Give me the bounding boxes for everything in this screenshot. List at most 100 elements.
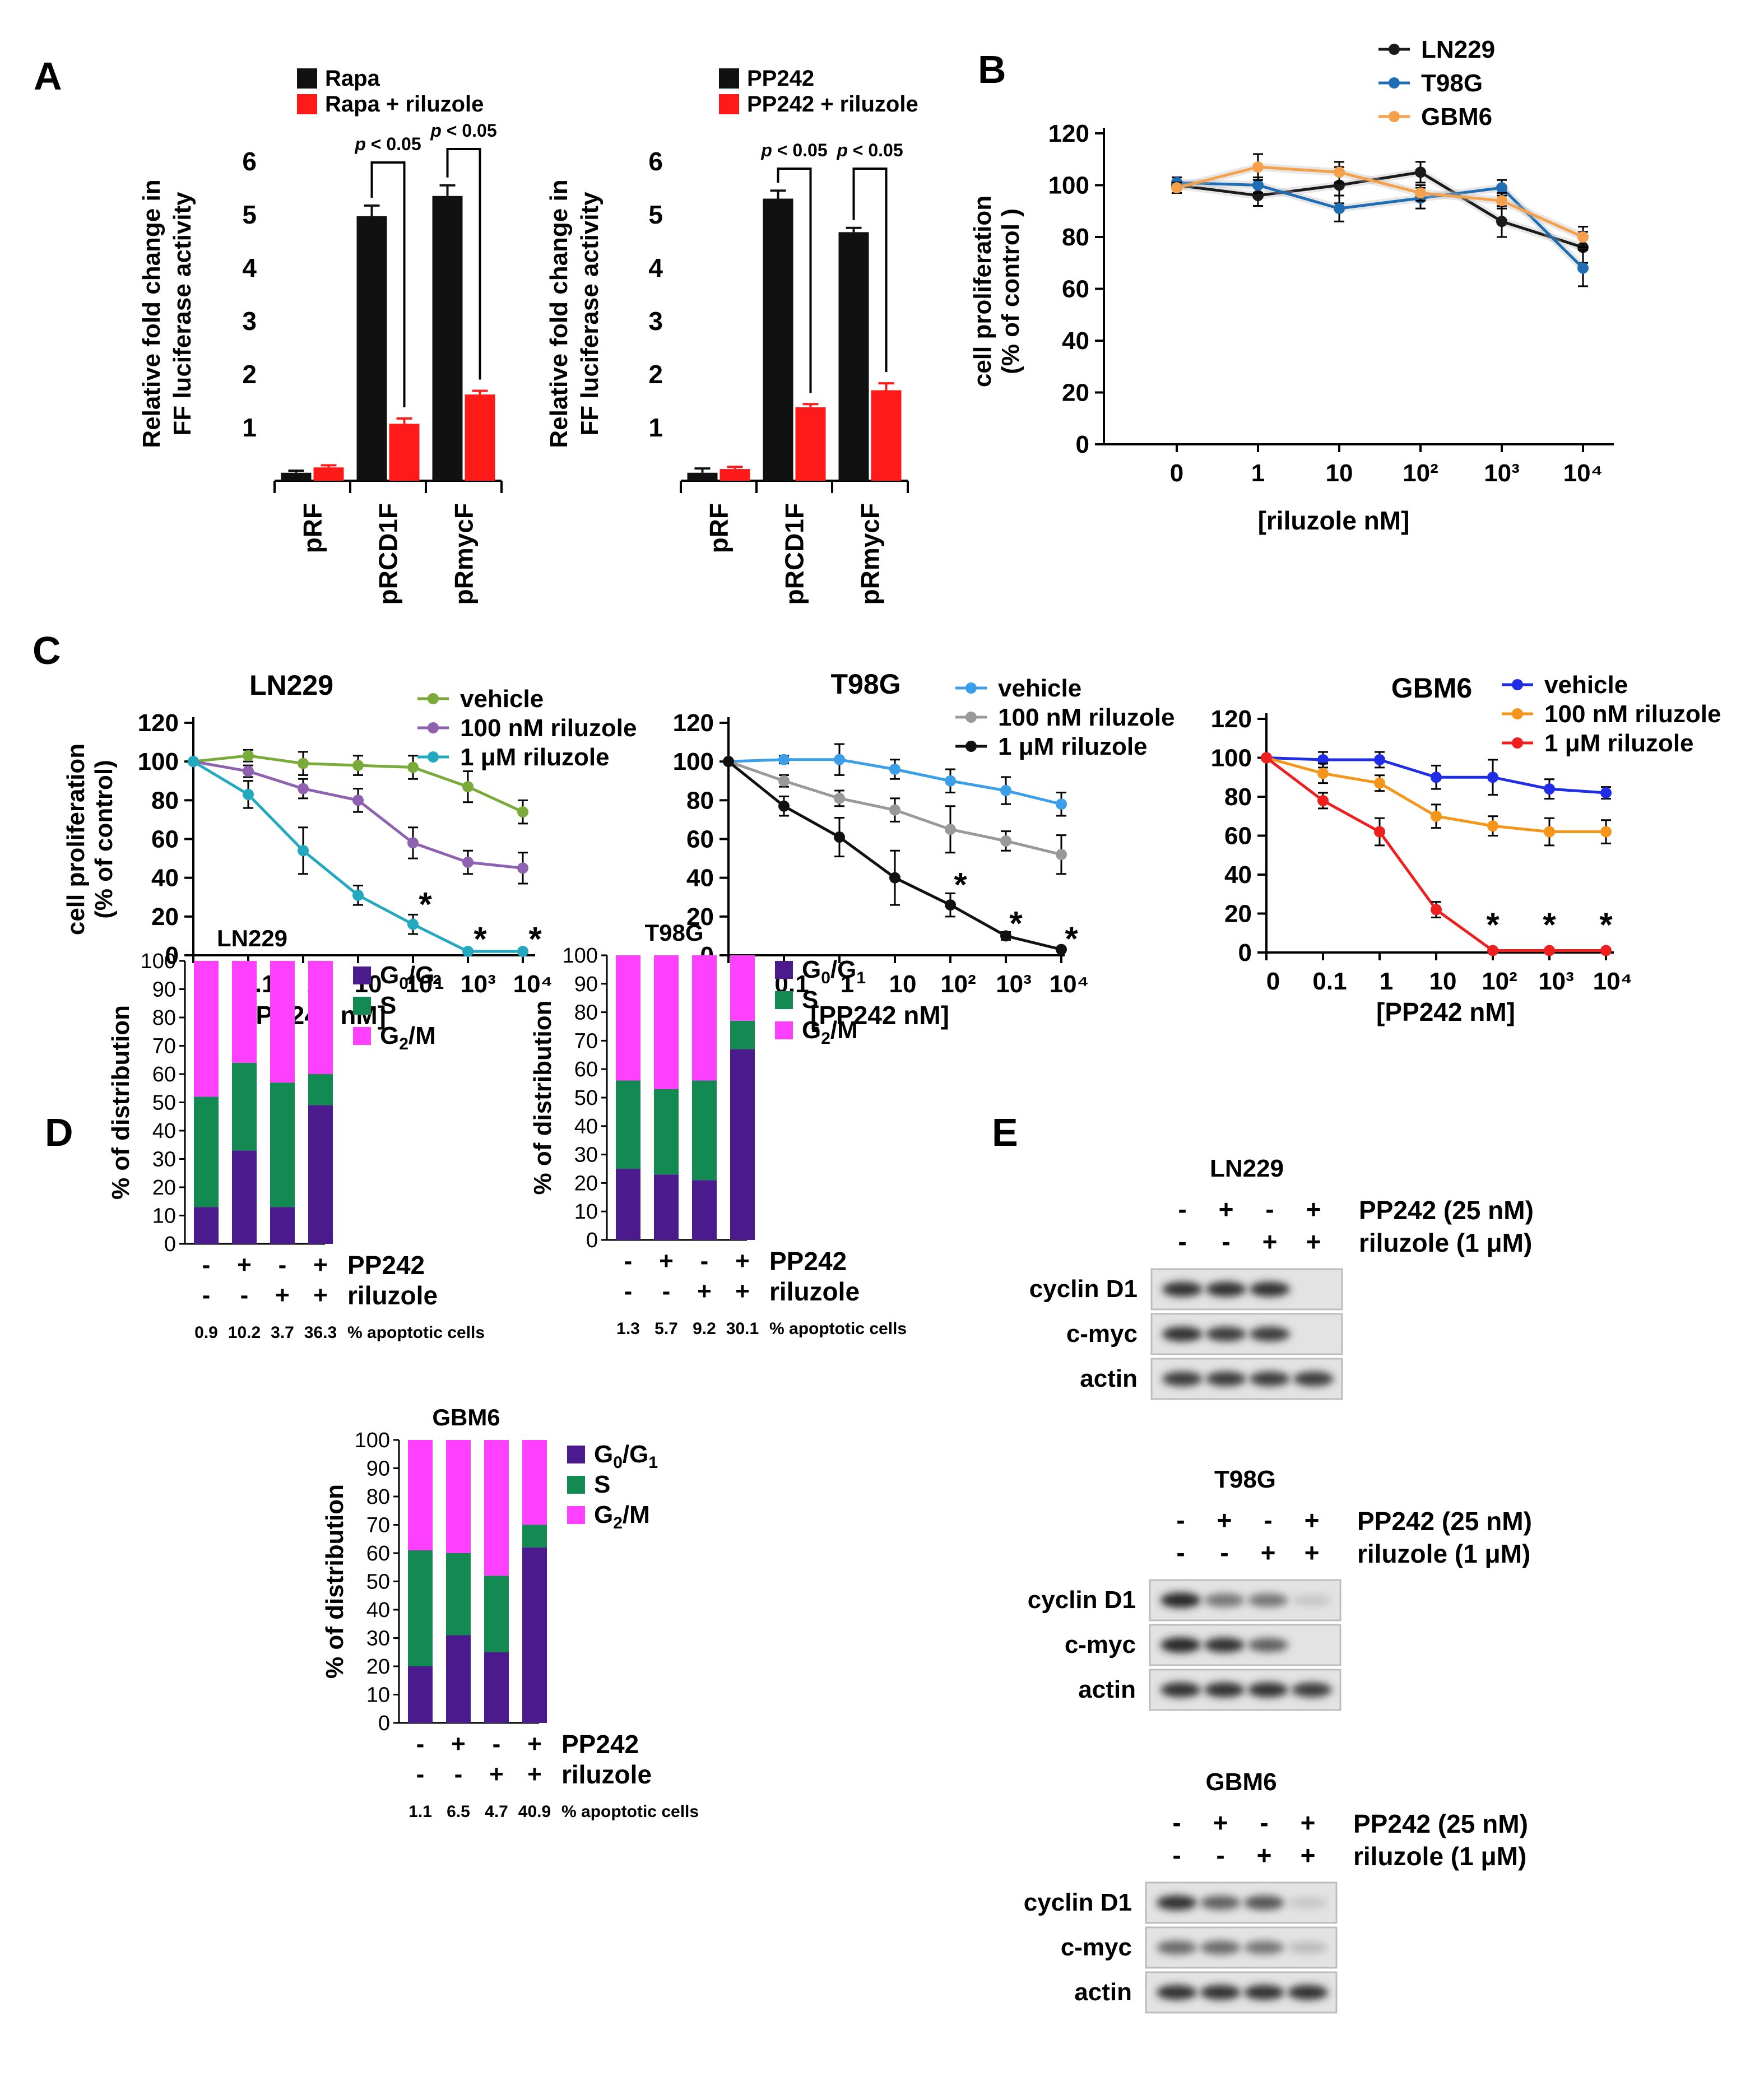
data-point [407, 918, 419, 930]
data-point [1415, 187, 1426, 199]
series-line [1176, 165, 1584, 239]
legend-swatch [567, 1506, 585, 1524]
blot-band [1204, 1682, 1245, 1698]
y-tick-label: 20 [1062, 379, 1089, 407]
panel-label-d: D [45, 1110, 73, 1154]
category-label: pRCD1F [780, 503, 809, 605]
riluzole-label: riluzole (1 μM) [1357, 1539, 1530, 1568]
y-tick-label: 60 [1062, 276, 1089, 303]
significance-star: * [1065, 920, 1078, 958]
bar-control [687, 472, 718, 481]
stacked-segment [194, 1207, 219, 1244]
legend-label: GBM6 [1421, 103, 1492, 131]
data-point [1577, 231, 1589, 243]
pp242-sign: - [1172, 1808, 1181, 1837]
y-axis-title: % of distribution [529, 1000, 556, 1195]
y-tick-label: 20 [152, 1176, 176, 1200]
x-tick-label: 10⁴ [1563, 459, 1603, 487]
stacked-segment [692, 955, 717, 1081]
legend-swatch [567, 1476, 585, 1494]
bar-control [281, 472, 312, 481]
y-tick-label: 10 [574, 1200, 598, 1224]
stacked-segment [232, 1062, 257, 1151]
stacked-segment [692, 1180, 717, 1240]
y-axis-title-line1: cell proliferation [62, 744, 90, 935]
stacked-segment [730, 1049, 755, 1240]
legend-label: 1 μM riluzole [998, 733, 1148, 760]
data-point [1415, 166, 1426, 178]
y-axis-title-line1: Relative fold change in [545, 179, 573, 448]
data-point [407, 837, 419, 849]
panel-b-riluzole-chart: cell proliferation (% of control ) [rilu… [969, 36, 1614, 535]
x-tick-label: 1 [1380, 968, 1393, 995]
riluzole-sign: - [202, 1281, 211, 1309]
legend-label: vehicle [460, 685, 544, 713]
blot-band [1157, 1895, 1197, 1911]
pp242-sign: - [1176, 1505, 1185, 1535]
y-tick-label: 6 [648, 147, 663, 176]
series-line [193, 760, 523, 870]
blot-band [1160, 1637, 1201, 1653]
data-point [1487, 945, 1498, 956]
legend-marker [1512, 679, 1523, 690]
y-tick-label: 90 [152, 978, 176, 1002]
y-axis-title-line2: (% of control) [90, 760, 118, 919]
riluzole-sign: - [1178, 1227, 1186, 1256]
blot-band [1204, 1637, 1245, 1653]
data-point [243, 788, 254, 800]
x-tick-label: 0 [1170, 459, 1183, 487]
bar-riluzole [719, 469, 750, 481]
riluzole-sign: + [735, 1277, 750, 1305]
riluzole-label: riluzole (1 μM) [1353, 1842, 1526, 1871]
y-tick-label: 5 [648, 200, 663, 229]
y-tick-label: 20 [574, 1172, 598, 1195]
y-tick-label: 80 [686, 787, 714, 814]
data-point [1056, 849, 1067, 861]
legend-swatch-pp242-riluzole [719, 94, 739, 114]
significance-star: * [474, 921, 487, 958]
data-point [1431, 904, 1442, 916]
x-tick-label: 1 [841, 970, 854, 998]
riluzole-sign: + [1261, 1538, 1276, 1567]
p-value-bracket [852, 168, 888, 373]
y-tick-label: 70 [366, 1514, 390, 1537]
riluzole-label: riluzole [769, 1277, 860, 1306]
data-point [1431, 810, 1442, 822]
legend-label: LN229 [1421, 36, 1495, 63]
stacked-segment [522, 1547, 547, 1723]
y-tick-label: 3 [242, 306, 257, 336]
data-point [1000, 785, 1011, 797]
data-point [1056, 944, 1067, 955]
pp242-sign: - [1178, 1195, 1186, 1224]
data-point [1496, 182, 1507, 194]
pp242-label: PP242 [561, 1730, 639, 1759]
x-axis-title: [PP242 nM] [810, 1001, 949, 1030]
x-tick-label: 10² [1403, 459, 1438, 487]
y-tick-label: 0 [165, 942, 179, 969]
stacked-segment [194, 961, 219, 1097]
legend-label: G2/M [594, 1501, 650, 1532]
y-tick-label: 60 [366, 1542, 390, 1565]
category-label: pRF [298, 503, 327, 553]
x-tick-label: 10² [1482, 968, 1517, 995]
y-tick-label: 30 [366, 1627, 390, 1651]
legend-swatch [353, 1027, 371, 1045]
x-tick-label: 10⁴ [1050, 970, 1089, 998]
riluzole-sign: + [1262, 1227, 1278, 1256]
legend-label: T98G [1421, 69, 1483, 97]
legend-swatch [567, 1446, 585, 1463]
blot-band [1162, 1371, 1203, 1387]
data-point [1544, 783, 1555, 795]
data-point [352, 889, 364, 901]
blot-band [1162, 1281, 1203, 1297]
pp242-sign: - [700, 1247, 709, 1275]
y-tick-label: 0 [164, 1233, 176, 1256]
y-tick-label: 100 [1048, 172, 1089, 199]
riluzole-sign: + [527, 1760, 542, 1788]
apoptotic-value: 4.7 [485, 1802, 508, 1821]
data-point [945, 775, 956, 787]
blot-band [1204, 1593, 1245, 1607]
blot-row-label: actin [1078, 1676, 1136, 1703]
data-point [1374, 777, 1385, 789]
blot-row-label: cyclin D1 [1024, 1889, 1132, 1916]
